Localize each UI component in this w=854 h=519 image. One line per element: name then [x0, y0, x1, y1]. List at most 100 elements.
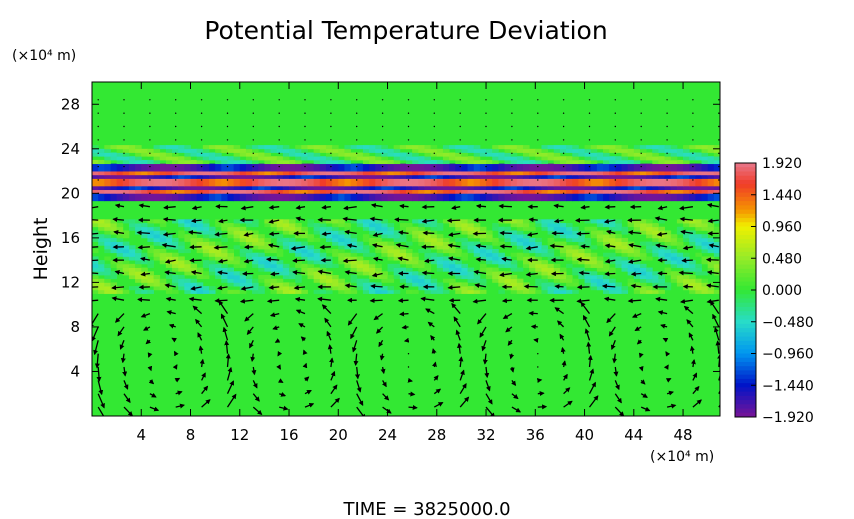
heatmap-cell: [153, 252, 161, 257]
heatmap-cell: [338, 167, 345, 172]
heatmap-cell: [627, 189, 635, 194]
heatmap-cell: [381, 230, 388, 235]
heatmap-cell: [319, 263, 327, 268]
wind-vector: [603, 296, 616, 302]
wind-vector: [300, 336, 307, 342]
heatmap-cell: [498, 145, 505, 150]
heatmap-cell: [184, 156, 191, 161]
heatmap-cell: [252, 156, 259, 161]
heatmap-cell: [128, 156, 136, 161]
wind-vector: [425, 308, 435, 315]
heatmap-cell: [128, 189, 136, 194]
heatmap-cell: [184, 223, 191, 228]
heatmap-cell: [449, 282, 456, 287]
heatmap-cell: [202, 260, 210, 265]
wind-vector-dot: [304, 139, 306, 141]
heatmap-cell: [295, 159, 302, 165]
heatmap-cell: [190, 171, 198, 176]
heatmap-cell: [615, 159, 622, 165]
heatmap-cell: [202, 271, 210, 276]
heatmap-cell: [239, 234, 247, 239]
heatmap-cell: [658, 182, 665, 187]
heatmap-cell: [473, 197, 481, 202]
heatmap-cell: [553, 171, 561, 176]
heatmap-cell: [652, 249, 659, 254]
heatmap-cell: [153, 241, 161, 246]
heatmap-cell: [208, 230, 216, 235]
heatmap-cell: [350, 193, 358, 198]
heatmap-cell: [621, 230, 629, 235]
heatmap-cell: [381, 234, 388, 239]
heatmap-cell: [467, 245, 475, 250]
heatmap-cell: [110, 289, 118, 294]
heatmap-cell: [442, 241, 450, 246]
heatmap-cell: [362, 252, 370, 257]
heatmap-cell: [418, 145, 425, 150]
colorbar-swatch: [735, 378, 756, 384]
heatmap-cell: [424, 234, 432, 239]
wind-vector-dot: [278, 99, 280, 101]
heatmap-cell: [676, 278, 684, 283]
heatmap-cell: [412, 219, 419, 224]
heatmap-cell: [418, 182, 425, 187]
heatmap-cell: [627, 174, 635, 179]
heatmap-cell: [399, 249, 407, 254]
heatmap-cell: [178, 223, 185, 228]
wind-vector: [250, 353, 256, 362]
heatmap-cell: [510, 237, 518, 242]
heatmap-cell: [202, 178, 210, 183]
wind-vector: [371, 272, 383, 278]
wind-vector: [164, 270, 176, 276]
heatmap-cell: [264, 156, 271, 161]
heatmap-cell: [498, 156, 505, 161]
heatmap-cell: [282, 178, 290, 183]
wind-vector: [554, 284, 564, 290]
heatmap-cell: [393, 263, 401, 268]
wind-vector: [225, 353, 231, 368]
heatmap-cell: [621, 152, 629, 157]
wind-vector: [195, 318, 203, 328]
heatmap-cell: [590, 159, 598, 165]
heatmap-cell: [609, 241, 616, 246]
heatmap-cell: [492, 241, 499, 246]
heatmap-cell: [670, 189, 678, 194]
heatmap-cell: [424, 193, 432, 198]
heatmap-cell: [190, 197, 198, 202]
heatmap-cell: [670, 185, 678, 191]
heatmap-cell: [202, 237, 210, 242]
wind-vector: [683, 305, 694, 315]
colorbar-swatch: [735, 395, 756, 401]
colorbar-swatch: [735, 213, 756, 219]
wind-vector-dot: [485, 99, 487, 101]
heatmap-cell: [245, 282, 253, 287]
heatmap-cell: [233, 159, 241, 165]
heatmap-cell: [122, 182, 130, 187]
heatmap-cell: [683, 237, 690, 242]
heatmap-cell: [122, 230, 130, 235]
wind-vector-dot: [511, 125, 513, 128]
colorbar-swatch: [735, 205, 756, 211]
heatmap-cell: [165, 167, 173, 172]
heatmap-cell: [553, 145, 561, 150]
heatmap-cell: [98, 171, 105, 176]
heatmap-cell: [190, 237, 198, 242]
heatmap-cell: [159, 223, 167, 228]
wind-vector: [162, 216, 176, 222]
wind-vector-dot: [278, 112, 280, 114]
heatmap-cell: [646, 223, 653, 228]
heatmap-cell: [221, 278, 228, 283]
heatmap-cell: [609, 145, 616, 150]
heatmap-cell: [178, 263, 185, 268]
heatmap-cell: [375, 263, 382, 268]
heatmap-cell: [449, 185, 456, 191]
heatmap-cell: [412, 159, 419, 165]
heatmap-cell: [135, 167, 142, 172]
heatmap-cell: [670, 263, 678, 268]
heatmap-cell: [381, 189, 388, 194]
heatmap-cell: [646, 230, 653, 235]
heatmap-cell: [289, 282, 296, 287]
heatmap-cell: [652, 167, 659, 172]
heatmap-cell: [122, 152, 130, 157]
heatmap-cell: [147, 237, 154, 242]
heatmap-cell: [128, 193, 136, 198]
